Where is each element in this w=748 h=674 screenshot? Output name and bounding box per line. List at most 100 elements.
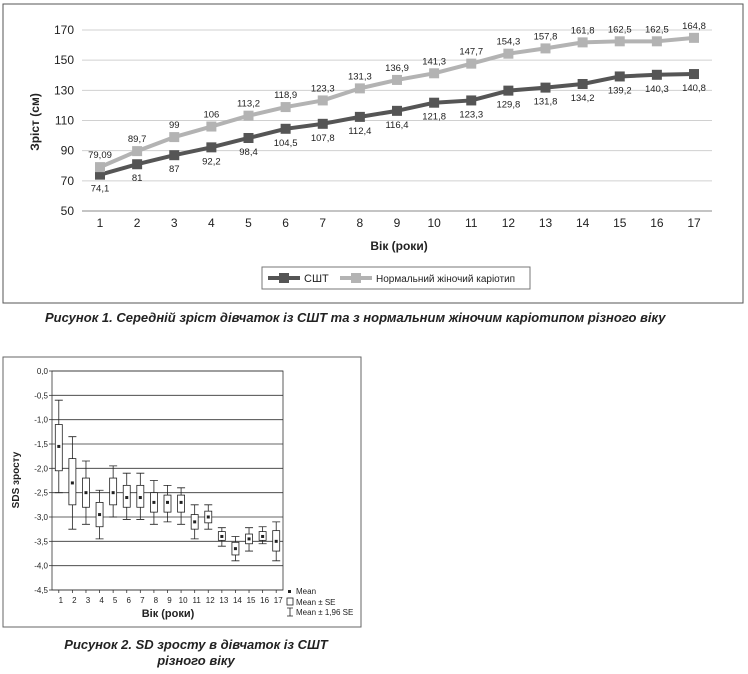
x-tick-label: 16 [650, 216, 664, 230]
y-tick-label: -2,5 [34, 489, 48, 498]
data-label-normal: 147,7 [459, 47, 483, 58]
ci-whisker [122, 472, 131, 520]
data-label-sst: 131,8 [534, 97, 558, 108]
data-label-normal: 89,7 [128, 134, 147, 145]
y-tick-label: -3,5 [34, 537, 48, 546]
data-point-sst [95, 169, 105, 180]
y-tick-label: 50 [61, 204, 75, 218]
data-point-sst [392, 105, 402, 116]
data-point-sst [503, 85, 514, 96]
x-tick-label: 4 [208, 216, 215, 230]
data-point-normal [429, 68, 440, 79]
ci-whisker [149, 480, 158, 525]
x-tick-label: 16 [260, 596, 269, 605]
se-box [204, 510, 213, 524]
data-point-sst [243, 132, 254, 143]
ci-whisker [204, 504, 213, 530]
mean-marker [193, 520, 197, 524]
legend-marker-sst [279, 273, 289, 283]
data-point-normal [206, 121, 217, 132]
y-tick-label: -1,5 [34, 440, 48, 449]
y-tick-label: -0,5 [34, 391, 48, 400]
mean-marker [247, 537, 251, 541]
x-tick-label: 12 [502, 216, 516, 230]
data-label-sst: 104,5 [274, 138, 298, 149]
data-point-sst [466, 95, 477, 106]
data-label-sst: 112,4 [348, 126, 371, 137]
figure2-frame [2, 356, 362, 628]
data-label-sst: 139,2 [608, 85, 632, 96]
y-tick-label: 70 [61, 174, 75, 188]
figure1-data-labels: 74,1 81 87 92,2 98,4 104,5 107,8 112,4 116,4 121,… [88, 21, 706, 195]
figure2-caption-line1: Рисунок 2. SD зросту в дівчаток із СШТ [64, 637, 328, 652]
mean-marker [152, 500, 156, 504]
ci-whisker [190, 504, 199, 540]
x-tick-label: 6 [127, 596, 132, 605]
data-label-normal: 113,2 [237, 99, 260, 110]
mean-marker [84, 491, 88, 495]
data-label-normal: 106 [203, 110, 219, 121]
x-tick-label: 4 [99, 596, 104, 605]
mean-marker [125, 496, 129, 500]
x-tick-label: 11 [193, 596, 202, 605]
figure1-legend-box [261, 266, 531, 290]
y-tick-label: -2,0 [34, 464, 48, 473]
figure2-boxes [54, 399, 281, 562]
data-point-sst [689, 69, 699, 80]
data-label-sst: 140,8 [682, 83, 706, 94]
data-label-normal: 162,5 [645, 24, 669, 35]
mean-marker [98, 513, 102, 517]
ci-whisker [81, 460, 90, 525]
figure2-legend: Mean Mean ± SE Mean ± 1,96 SE [286, 587, 353, 617]
se-box [190, 514, 199, 530]
data-point-sst [614, 71, 625, 82]
se-box [136, 484, 145, 508]
se-box [217, 531, 226, 541]
data-label-sst: 140,3 [645, 84, 669, 95]
x-tick-label: 6 [282, 216, 289, 230]
x-tick-label: 8 [357, 216, 364, 230]
se-box [68, 458, 77, 506]
data-point-normal [243, 110, 254, 121]
x-tick-label: 15 [613, 216, 627, 230]
data-point-normal [317, 95, 328, 106]
legend-mean-symbol [288, 590, 291, 593]
data-point-sst [206, 142, 217, 153]
se-box [109, 477, 118, 506]
y-tick-label: -4,0 [34, 562, 48, 571]
ci-whisker [258, 526, 267, 545]
ci-whisker [217, 527, 226, 547]
figure1-y-axis-label: Зріст (см) [28, 93, 42, 151]
x-tick-label: 5 [113, 596, 118, 605]
data-point-sst [354, 111, 365, 122]
legend-label-normal: Нормальний жіночий каріотип [376, 274, 515, 285]
x-tick-label: 1 [59, 596, 64, 605]
mean-marker [166, 500, 169, 504]
data-point-normal [354, 83, 365, 94]
se-box [150, 492, 158, 513]
y-tick-label: 110 [55, 114, 74, 128]
x-tick-label: 2 [134, 216, 141, 230]
data-point-normal [689, 32, 699, 43]
legend-marker-normal [351, 273, 361, 283]
y-tick-label: 0,0 [37, 367, 49, 376]
se-box [95, 501, 104, 528]
y-tick-label: -1,0 [34, 416, 48, 425]
se-box [258, 531, 267, 541]
data-label-sst: 129,8 [496, 100, 520, 111]
se-box [82, 477, 90, 508]
data-label-sst: 121,8 [422, 112, 446, 123]
ci-whisker [136, 472, 145, 520]
data-point-normal [466, 58, 477, 69]
figure1-caption: Рисунок 1. Середній зріст дівчаток із СШ… [45, 310, 666, 325]
legend-ci-label: Mean ± 1,96 SE [296, 608, 353, 617]
data-label-sst: 123,3 [459, 109, 483, 120]
x-tick-label: 14 [233, 596, 242, 605]
data-label-sst: 116,4 [385, 120, 408, 131]
x-tick-label: 13 [219, 596, 228, 605]
data-point-sst [169, 150, 180, 161]
x-tick-label: 15 [247, 596, 256, 605]
ci-whisker [68, 436, 77, 530]
data-point-sst [651, 69, 662, 80]
data-point-normal [503, 48, 514, 59]
